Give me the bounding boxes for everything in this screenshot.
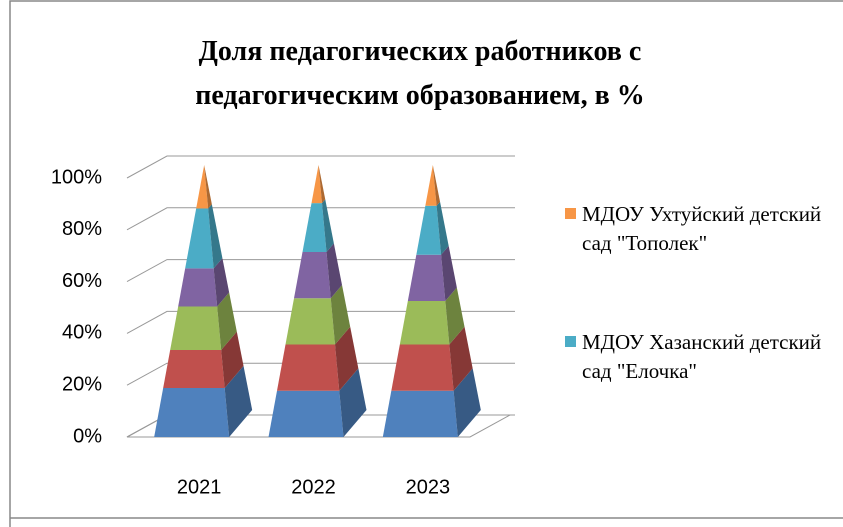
pyramid-side: [453, 368, 481, 437]
pyramid-front: [170, 306, 222, 350]
pyramid-front: [425, 165, 437, 206]
legend-label: МДОУ Хазанский детский сад "Елочка": [582, 330, 822, 383]
pyramid-side: [335, 326, 359, 391]
pyramid-front: [196, 165, 209, 209]
y-tick-label: 20%: [62, 373, 102, 395]
y-tick-label: 100%: [51, 166, 102, 188]
x-tick-label: 2021: [177, 476, 222, 498]
pyramid-side: [449, 326, 473, 391]
grid-line: [126, 207, 515, 231]
pyramid-side: [217, 292, 237, 350]
grid-line: [126, 310, 515, 334]
pyramid-front: [302, 203, 327, 253]
pyramid-side: [208, 204, 223, 269]
chart-frame: [9, 0, 843, 527]
x-tick-label: 2022: [291, 476, 336, 498]
pyramid-side: [221, 331, 244, 389]
legend-swatch: [565, 208, 576, 219]
pyramid-front: [399, 301, 450, 345]
x-tick-label: 2023: [406, 476, 451, 498]
pyramid-front: [163, 349, 225, 389]
pyramid-side: [213, 258, 230, 307]
pyramid-side: [339, 368, 367, 437]
pyramid-side: [330, 285, 351, 345]
pyramid-side: [436, 201, 449, 255]
pyramid-front: [268, 390, 344, 437]
grid-line: [126, 155, 515, 179]
pyramid-front: [311, 165, 322, 204]
pyramid-front: [294, 252, 331, 299]
legend-swatch: [565, 336, 576, 347]
chart-title: Доля педагогических работников с педагог…: [195, 36, 645, 111]
pyramid-side: [322, 199, 334, 253]
pyramid-front: [154, 388, 230, 437]
pyramid-front: [382, 390, 458, 437]
pyramid-front: [416, 205, 442, 255]
pyramid-front: [185, 208, 214, 269]
pyramid-side: [432, 165, 441, 206]
pyramid-side: [441, 245, 457, 301]
pyramid-side: [224, 365, 253, 437]
pyramid-front: [391, 344, 454, 391]
pyramid-side: [204, 165, 212, 209]
pyramid-front: [407, 254, 446, 301]
pyramid-side: [318, 165, 326, 204]
pyramid-side: [326, 243, 343, 299]
grid-line: [126, 259, 515, 283]
y-tick-label: 80%: [62, 218, 102, 240]
y-tick-label: 60%: [62, 270, 102, 292]
pyramid-front: [178, 268, 218, 307]
pyramid-front: [277, 344, 340, 391]
y-tick-label: 40%: [62, 322, 102, 344]
y-tick-label: 0%: [73, 425, 102, 447]
pyramid-side: [445, 287, 465, 345]
pyramid-front: [285, 298, 335, 345]
legend-label: МДОУ Ухтуйский детский сад "Тополек": [582, 202, 822, 255]
